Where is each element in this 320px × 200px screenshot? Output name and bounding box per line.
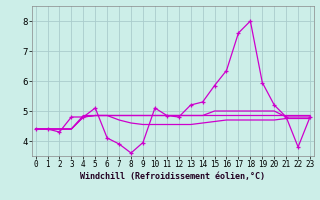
X-axis label: Windchill (Refroidissement éolien,°C): Windchill (Refroidissement éolien,°C): [80, 172, 265, 181]
